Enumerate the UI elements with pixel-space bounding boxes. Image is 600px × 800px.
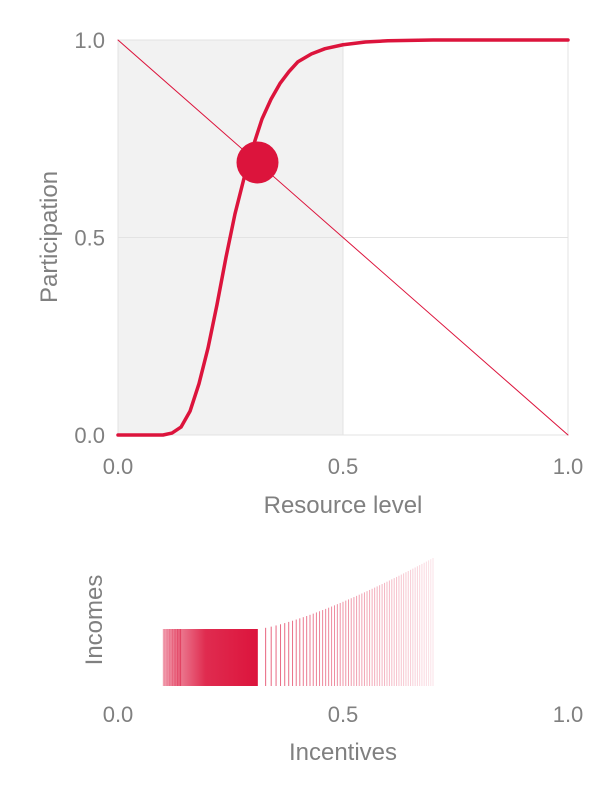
y-axis-title: Participation xyxy=(36,171,63,303)
y-tick-labels: 0.0 0.5 1.0 xyxy=(74,28,105,448)
x-tick-label: 0.0 xyxy=(103,454,134,479)
x-tick-labels: 0.0 0.5 1.0 xyxy=(103,454,584,479)
diagonal-line xyxy=(117,39,569,436)
x-axis-title: Resource level xyxy=(264,492,423,519)
strip-x-tick-label: 0.5 xyxy=(328,702,359,727)
incentives-strip-chart: 0.0 0.5 1.0 Incentives Incomes xyxy=(81,558,583,766)
strip-x-tick-label: 0.0 xyxy=(103,702,134,727)
strip-y-axis-title: Incomes xyxy=(81,575,108,666)
y-tick-label: 0.0 xyxy=(74,423,105,448)
strip-x-axis-title: Incentives xyxy=(289,739,397,766)
x-tick-label: 0.5 xyxy=(328,454,359,479)
strip-x-tick-labels: 0.0 0.5 1.0 xyxy=(103,702,584,727)
participation-chart: 0.0 0.5 1.0 0.0 0.5 1.0 Resource level Parti… xyxy=(36,28,583,519)
y-tick-label: 1.0 xyxy=(74,28,105,53)
dense-income-band xyxy=(163,629,258,686)
equilibrium-point xyxy=(236,141,279,184)
strip-x-tick-label: 1.0 xyxy=(553,702,584,727)
x-tick-label: 1.0 xyxy=(553,454,584,479)
y-tick-label: 0.5 xyxy=(74,226,105,251)
participation-curve xyxy=(116,38,570,437)
series-group xyxy=(116,38,570,437)
